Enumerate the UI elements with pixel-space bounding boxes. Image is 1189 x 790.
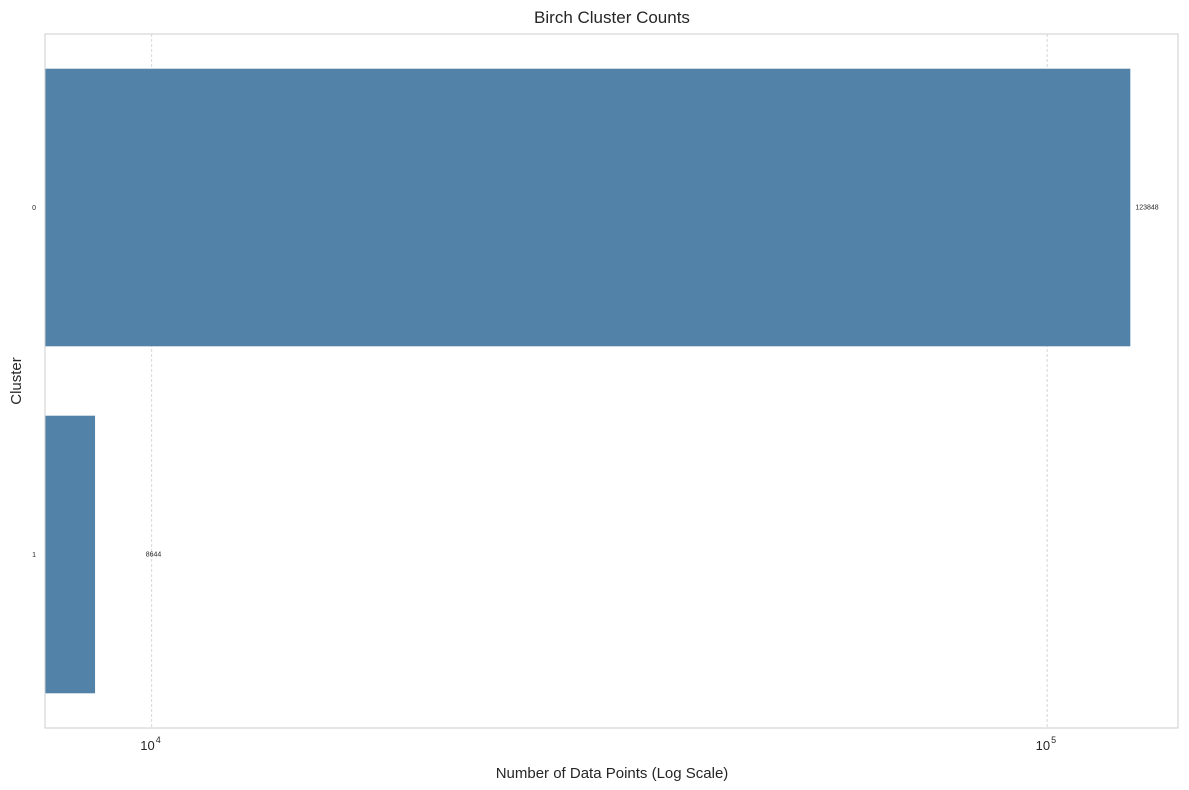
bar-cluster-1 bbox=[45, 415, 96, 694]
bar-cluster-0 bbox=[45, 68, 1131, 347]
plot-frame bbox=[44, 33, 1179, 729]
x-tick-base: 10 bbox=[1036, 738, 1050, 753]
y-tick-label: 1 bbox=[32, 552, 36, 559]
x-tick-label: 10 5 bbox=[1036, 735, 1056, 753]
y-axis-label: Cluster bbox=[8, 357, 25, 405]
x-tick-exponent: 4 bbox=[156, 735, 161, 745]
x-tick-base: 10 bbox=[140, 738, 154, 753]
x-tick-label: 10 4 bbox=[140, 735, 160, 753]
data-label: 123848 bbox=[1135, 205, 1158, 212]
y-tick-label: 0 bbox=[32, 205, 36, 212]
x-axis-label: Number of Data Points (Log Scale) bbox=[496, 765, 729, 782]
chart-title: Birch Cluster Counts bbox=[534, 8, 690, 27]
data-label: 8644 bbox=[146, 552, 162, 559]
x-tick-exponent: 5 bbox=[1051, 735, 1056, 745]
